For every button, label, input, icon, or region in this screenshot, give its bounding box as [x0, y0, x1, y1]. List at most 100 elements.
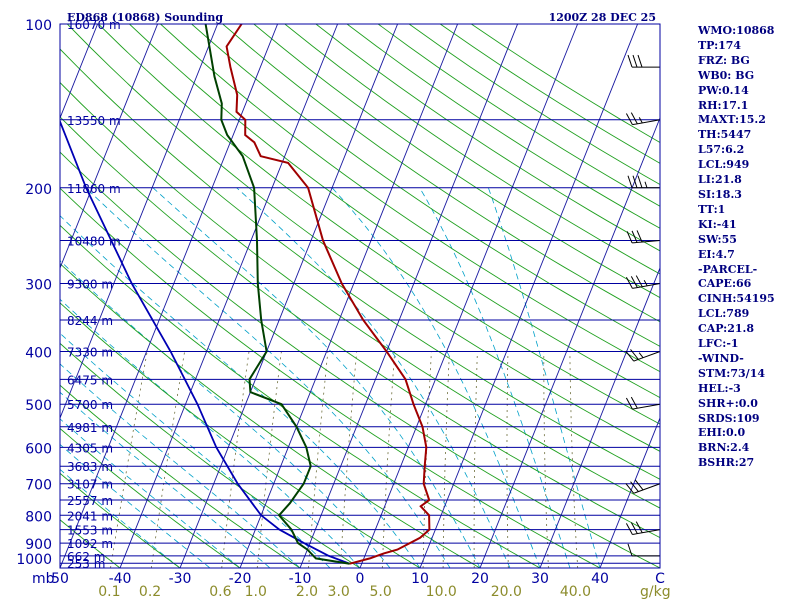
dry-adiabat [98, 24, 660, 425]
mixing-ratio-line [308, 351, 329, 568]
moist-adiabat [60, 298, 361, 568]
dry-adiabat [60, 48, 660, 480]
height-label: 3107 m [67, 478, 113, 492]
wind-barb-flag [634, 479, 644, 491]
wind-barb-half-flag [638, 117, 643, 124]
height-label: 6475 m [67, 373, 113, 387]
moist-adiabat [60, 215, 421, 568]
parcel-trace [60, 118, 351, 565]
moist-adiabat [419, 187, 571, 568]
chart-title: ED868 (10868) Sounding [67, 11, 223, 24]
moist-adiabat [488, 187, 601, 568]
pressure-tick-label: 600 [25, 441, 52, 457]
height-label: 7330 m [67, 346, 113, 360]
mixing-ratio-label: 2.0 [296, 584, 318, 600]
height-label: 253 m [67, 557, 105, 571]
wind-barb-flag [632, 54, 638, 68]
wind-barb-flag [625, 523, 633, 535]
pressure-tick-label: 1000 [16, 552, 52, 568]
wind-barb-flag [625, 277, 633, 289]
index-value: -WIND- [698, 351, 744, 365]
index-value: FRZ: BG [698, 53, 750, 67]
pressure-tick-label: 400 [25, 346, 52, 362]
wind-barb-flag [630, 349, 639, 360]
index-value: KI:-41 [698, 217, 737, 231]
index-value: BSHR:27 [698, 456, 755, 470]
pressure-tick-label: 500 [25, 398, 52, 414]
isotherm [359, 24, 579, 568]
sounding-profiles [60, 24, 431, 565]
index-value: TH:5447 [698, 128, 752, 142]
isotherm [479, 116, 660, 568]
temperature-tick-label: 40 [591, 571, 609, 587]
index-value: LCL:789 [698, 307, 750, 321]
wind-barbs [625, 24, 661, 568]
moist-adiabat [331, 187, 541, 568]
background-lines [60, 24, 660, 568]
mixing-ratio-label: 1.0 [245, 584, 267, 600]
index-value: RH:17.1 [698, 98, 749, 112]
mixing-ratio-label: 5.0 [369, 584, 391, 600]
wind-barb-flag [630, 396, 638, 409]
moist-adiabat [60, 332, 331, 568]
mixing-ratio-line [442, 351, 450, 568]
mixing-ratio-label: 10.0 [426, 584, 457, 600]
index-value: BRN:2.4 [698, 441, 750, 455]
mixing-ratio-label: 20.0 [491, 584, 522, 600]
index-value: TP:174 [698, 38, 742, 52]
mixing-ratio-line [221, 351, 250, 568]
height-label: 1092 m [67, 537, 113, 551]
index-value: TT:1 [698, 202, 726, 216]
height-label: 13550 m [67, 114, 121, 128]
height-label: 5700 m [67, 398, 113, 412]
height-label: 10480 m [67, 234, 121, 248]
mixing-ratio-line [339, 351, 358, 568]
isotherm [419, 24, 639, 568]
mixing-ratio-line [543, 351, 549, 568]
mixing-ratio-label: 3.0 [328, 584, 350, 600]
wind-barb-flag [625, 113, 633, 125]
index-value: SRDS:109 [698, 411, 760, 425]
height-label: 4305 m [67, 441, 113, 455]
moist-adiabat [60, 468, 181, 568]
isotherm [179, 24, 399, 568]
wind-barb-flag [627, 543, 633, 557]
index-value: SW:55 [698, 232, 737, 246]
wind-barb-flag [637, 175, 643, 188]
pressure-unit-label: mb [32, 571, 55, 587]
index-value: MAXT:15.2 [698, 113, 766, 127]
moist-adiabat [60, 443, 211, 568]
wind-barb-shaft [633, 483, 661, 494]
index-value: CAPE:66 [698, 277, 752, 291]
height-label: 662 m [67, 550, 105, 564]
height-label: 9300 m [67, 278, 113, 292]
wind-barb-flag [627, 54, 633, 68]
index-value: HEL:-3 [698, 381, 741, 395]
height-label: 2557 m [67, 494, 113, 508]
index-value: WMO:10868 [698, 24, 775, 37]
wind-barb-flag [625, 483, 635, 494]
temperature-unit-label: C [655, 571, 665, 587]
moist-adiabat [236, 187, 511, 568]
wind-barb-half-flag [638, 352, 644, 358]
moist-adiabat [60, 260, 391, 568]
wind-barb-flag [630, 522, 638, 534]
temperature-tick-label: -20 [229, 571, 252, 587]
pressure-tick-label: 900 [25, 537, 52, 553]
pressure-tick-label: 100 [25, 18, 52, 34]
mixing-ratio-label: 40.0 [560, 584, 591, 600]
temperature-tick-label: -30 [169, 571, 192, 587]
wind-barb-flag [635, 275, 643, 287]
pressure-tick-label: 300 [25, 278, 52, 294]
mixing-ratio-label: 0.2 [139, 584, 161, 600]
wind-barb-half-flag [644, 181, 648, 188]
wind-barb-flag [631, 230, 638, 243]
height-label: 16070 m [67, 18, 121, 32]
height-label: 2041 m [67, 509, 113, 523]
temperature-profile [225, 24, 431, 565]
isotherm [60, 24, 159, 270]
mixing-ratio-line [256, 351, 282, 568]
mixing-ratio-label: 0.6 [209, 584, 231, 600]
index-value: -PARCEL- [698, 262, 758, 276]
